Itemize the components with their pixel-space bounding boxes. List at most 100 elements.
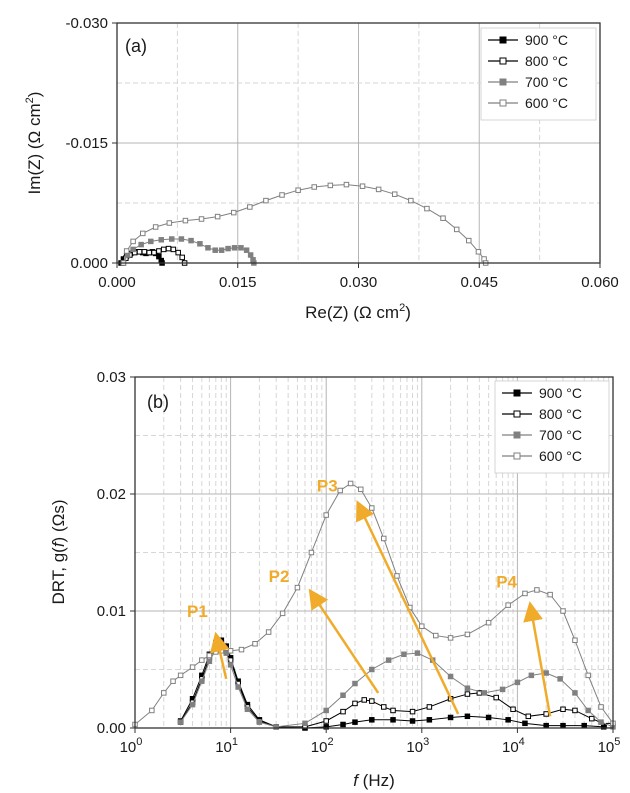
chart-a-data-point: [230, 209, 237, 216]
chart-a-data-point: [247, 204, 253, 210]
chart-a-y-tick-label: 0.000: [70, 255, 108, 272]
chart-a-legend-marker: [499, 57, 507, 65]
chart-b-x-tick-label: 104: [502, 736, 525, 756]
chart-b-data-point: [235, 684, 241, 690]
chart-a-data-point: [247, 252, 254, 258]
chart-b-data-point: [238, 646, 245, 653]
chart-b-data-point: [510, 706, 516, 713]
chart-b-x-axis-title: f (Hz): [353, 771, 395, 790]
chart-b-data-point: [340, 692, 346, 698]
chart-a-legend: 900 °C 800 °C 700 °C 600 °C: [480, 27, 597, 121]
chart-a-data-point: [279, 192, 285, 198]
chart-b-data-point: [302, 720, 308, 727]
chart-b-x-tick-label: 103: [406, 736, 429, 756]
chart-a-y-tick-label: -0.030: [65, 15, 108, 32]
chart-b-data-point: [419, 623, 425, 629]
chart-b-series: [177, 644, 616, 730]
chart-a-data-point: [238, 245, 244, 251]
chart-b-data-point: [409, 708, 416, 715]
chart-b-data-point: [543, 722, 549, 729]
chart-b-data-point: [426, 717, 433, 723]
chart-b-data-point: [598, 719, 604, 725]
chart-a-y-axis-title: Im(Z) (Ω cm2): [24, 92, 44, 195]
chart-b-data-point: [323, 707, 329, 714]
chart-a-data-point: [188, 237, 194, 244]
chart-a-data-point: [197, 241, 203, 247]
chart-b-data-point: [560, 706, 566, 713]
chart-a-data-point: [408, 197, 414, 204]
chart-b-data-point: [273, 724, 279, 730]
chart-b-data-point: [352, 680, 358, 687]
chart-b-x-tick-label: 101: [215, 736, 238, 756]
chart-b-data-point: [481, 690, 487, 696]
chart-a-legend-label: 700 °C: [525, 74, 568, 90]
chart-b-y-tick-label: 0.01: [97, 603, 126, 620]
chart-b-x-tick-label: 100: [120, 736, 143, 756]
chart-b-data-point: [199, 678, 205, 684]
chart-b-data-point: [223, 650, 229, 656]
chart-b-data-point: [390, 717, 396, 723]
chart-b-annotation-arrow: [523, 601, 552, 717]
chart-b-data-point: [323, 718, 329, 724]
chart-b-data-point: [447, 714, 454, 721]
chart-b-annotation-arrow: [356, 500, 460, 715]
chart-a-data-point: [243, 247, 250, 253]
chart-a-series-line: [122, 184, 487, 264]
chart-a-x-tick-label: 0.045: [460, 274, 498, 291]
chart-b-data-point: [279, 610, 286, 617]
chart-b-data-point: [189, 701, 196, 708]
chart-b-data-point: [493, 694, 499, 701]
chart-b-annotation-label: P1: [187, 602, 208, 621]
chart-a-data-point: [453, 226, 460, 233]
chart-b-ticks: 100 101 102 103 104 105 0.00 0.01 0.02 0.03: [97, 369, 621, 756]
chart-b-y-tick-label: 0.03: [97, 369, 126, 386]
chart-b-legend-items: 900 °C 800 °C 700 °C 600 °C: [502, 385, 582, 464]
chart-b-data-point: [543, 670, 549, 676]
chart-b-legend-label: 700 °C: [539, 427, 582, 443]
chart-a-data-point: [225, 245, 231, 252]
chart-b-data-point: [361, 697, 367, 703]
chart-b-data-point: [340, 708, 346, 715]
chart-a-data-point: [343, 181, 350, 188]
chart-a-data-point: [156, 248, 162, 254]
chart-b-legend-marker: [513, 389, 521, 397]
chart-b-data-point: [244, 706, 251, 713]
chart-a-data-point: [375, 186, 382, 193]
chart-a-x-tick-label: 0.060: [581, 274, 619, 291]
chart-a-data-point: [148, 238, 154, 245]
chart-b-data-point: [369, 666, 375, 673]
chart-b-data-point: [227, 648, 234, 654]
chart-b-legend-label: 800 °C: [539, 406, 582, 422]
chart-b-data-point: [358, 486, 364, 493]
chart-b-data-point: [426, 704, 433, 710]
chart-b-data-point: [528, 672, 535, 679]
chart-b-data-point: [161, 690, 167, 696]
chart-a-data-point: [151, 249, 157, 256]
chart-a-data-point: [123, 248, 130, 254]
chart-b-data-point: [323, 512, 329, 518]
chart-a-ticks: 0.000 0.015 0.030 0.045 0.060 0.000 -0.015 -0.0…: [65, 15, 618, 291]
chart-a-x-axis-title: Re(Z) (Ω cm2): [305, 302, 411, 322]
chart-b-legend-label: 900 °C: [539, 385, 582, 401]
chart-b-data-point: [369, 698, 375, 704]
chart-b-data-point: [189, 664, 196, 670]
chart-b-data-point: [308, 549, 315, 556]
chart-a-data-point: [130, 246, 136, 253]
chart-b-legend-marker: [513, 452, 521, 460]
chart-b-annotation-label: P3: [317, 477, 338, 496]
chart-b-data-point: [206, 658, 213, 665]
chart-b-data-point: [340, 721, 346, 728]
chart-b-data-point: [433, 632, 439, 639]
chart-b-annotation-arrow: [308, 588, 380, 694]
chart-b-data-point: [581, 722, 587, 729]
chart-b-annotation-label: P2: [269, 567, 290, 586]
chart-b-annotations: P1 P2 P3 P4: [187, 477, 552, 717]
chart-b-data-point: [464, 691, 471, 697]
chart-b-data-point: [505, 717, 511, 723]
chart-b-data-point: [522, 590, 528, 597]
chart-b-data-point: [525, 713, 532, 720]
chart-b-data-point: [149, 707, 155, 714]
chart-a-x-tick-label: 0.000: [98, 274, 136, 291]
chart-b-data-point: [522, 720, 528, 727]
